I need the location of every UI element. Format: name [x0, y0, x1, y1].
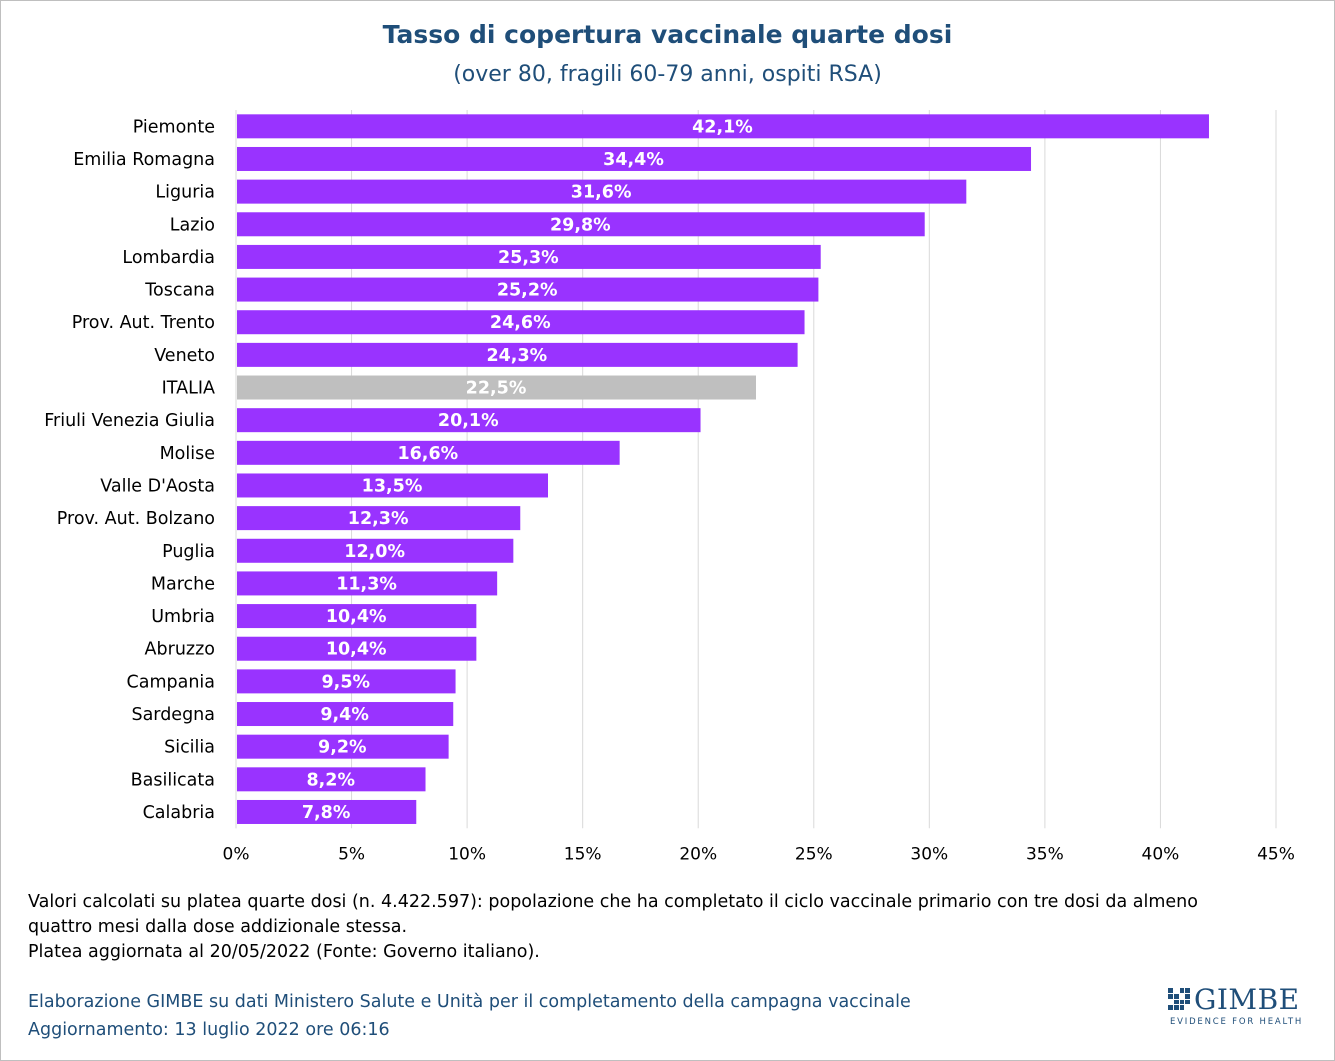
bar-value-label: 12,0% [344, 542, 405, 562]
category-label: Sicilia [164, 738, 215, 758]
category-label: Lazio [170, 215, 215, 235]
bar-value-label: 22,5% [466, 379, 527, 399]
bar-value-label: 42,1% [692, 117, 753, 137]
category-label: Marche [151, 574, 215, 594]
bar [237, 636, 477, 661]
bar-value-label: 10,4% [326, 640, 387, 660]
bar [237, 342, 798, 367]
x-tick-label: 45% [1257, 844, 1295, 864]
credits: Elaborazione GIMBE su dati Ministero Sal… [28, 988, 1128, 1044]
category-label: Abruzzo [145, 640, 215, 660]
bar [237, 799, 417, 824]
x-tick-label: 30% [910, 844, 948, 864]
category-label: Umbria [151, 607, 215, 627]
bar-value-label: 25,2% [497, 281, 558, 301]
bar [237, 146, 1032, 171]
x-tick-label: 15% [564, 844, 602, 864]
chart-subtitle: (over 80, fragili 60-79 anni, ospiti RSA… [453, 62, 882, 87]
chart-title: Tasso di copertura vaccinale quarte dosi [382, 20, 953, 49]
bar-value-label: 12,3% [348, 509, 409, 529]
bar [237, 375, 756, 400]
bar-value-label: 16,6% [397, 444, 458, 464]
x-tick-label: 40% [1142, 844, 1180, 864]
bar-value-label: 9,5% [322, 672, 371, 692]
footnote-line-2: quattro mesi dalla dose addizionale stes… [28, 917, 408, 937]
bar-value-label: 24,3% [486, 346, 547, 366]
category-label: ITALIA [162, 379, 215, 399]
bar [237, 506, 521, 531]
bar-value-label: 9,4% [320, 705, 369, 725]
bar [237, 702, 454, 727]
x-tick-label: 20% [679, 844, 717, 864]
bar-value-label: 25,3% [498, 248, 559, 268]
credits-updated: Aggiornamento: 13 luglio 2022 ore 06:16 [28, 1020, 390, 1040]
bar [237, 473, 548, 498]
bar-value-label: 20,1% [438, 411, 499, 431]
bar-value-label: 31,6% [571, 183, 632, 203]
bar-value-label: 8,2% [306, 770, 355, 790]
category-label: Puglia [162, 542, 215, 562]
bar [237, 408, 701, 433]
bar [237, 310, 805, 335]
bar-value-label: 13,5% [362, 476, 423, 496]
category-label: Toscana [144, 281, 215, 301]
category-label: Valle D'Aosta [100, 476, 215, 496]
bar [237, 734, 449, 759]
category-label: Lombardia [122, 248, 215, 268]
bar-value-label: 10,4% [326, 607, 387, 627]
footnote: Valori calcolati su platea quarte dosi (… [28, 890, 1298, 965]
category-label: Sardegna [131, 705, 215, 725]
bar [237, 604, 477, 629]
bar [237, 440, 620, 465]
bar-value-label: 34,4% [603, 150, 664, 170]
bar-value-label: 24,6% [490, 313, 551, 333]
category-label: Piemonte [133, 117, 215, 137]
x-tick-label: 25% [795, 844, 833, 864]
gimbe-logo-tagline: EVIDENCE FOR HEALTH [1170, 1017, 1304, 1027]
credits-source: Elaborazione GIMBE su dati Ministero Sal… [28, 992, 911, 1012]
gimbe-logo: GIMBE EVIDENCE FOR HEALTH [1168, 983, 1308, 1030]
category-label: Calabria [143, 803, 215, 823]
category-label: Basilicata [131, 770, 215, 790]
bar [237, 179, 967, 204]
bar-value-label: 7,8% [302, 803, 351, 823]
footnote-line-1: Valori calcolati su platea quarte dosi (… [28, 892, 1198, 912]
x-tick-label: 5% [338, 844, 365, 864]
x-tick-label: 10% [448, 844, 486, 864]
category-label: Molise [160, 444, 215, 464]
bar [237, 669, 456, 694]
bar [237, 767, 426, 792]
category-label: Friuli Venezia Giulia [44, 411, 215, 431]
category-label: Prov. Aut. Bolzano [57, 509, 215, 529]
bar [237, 244, 821, 269]
category-label: Liguria [155, 183, 215, 203]
bar-value-label: 29,8% [550, 215, 611, 235]
bar-value-label: 9,2% [318, 738, 367, 758]
bar-value-label: 11,3% [336, 574, 397, 594]
bar [237, 212, 925, 237]
bar [237, 277, 819, 302]
category-label: Prov. Aut. Trento [72, 313, 215, 333]
category-label: Campania [127, 672, 216, 692]
category-label: Veneto [154, 346, 215, 366]
gimbe-logo-mark-icon [1168, 988, 1190, 1010]
gimbe-logo-text: GIMBE [1194, 983, 1300, 1016]
bar [237, 538, 514, 563]
category-label: Emilia Romagna [73, 150, 215, 170]
x-tick-label: 0% [223, 844, 250, 864]
bar [237, 571, 498, 596]
x-tick-label: 35% [1026, 844, 1064, 864]
bar [237, 114, 1209, 139]
footnote-line-3: Platea aggiornata al 20/05/2022 (Fonte: … [28, 942, 540, 962]
bar-chart: 0% 5% 10% 15% 20% 25% 30% 35% 40% 45% Piemonte 42,1… [44, 110, 1295, 864]
